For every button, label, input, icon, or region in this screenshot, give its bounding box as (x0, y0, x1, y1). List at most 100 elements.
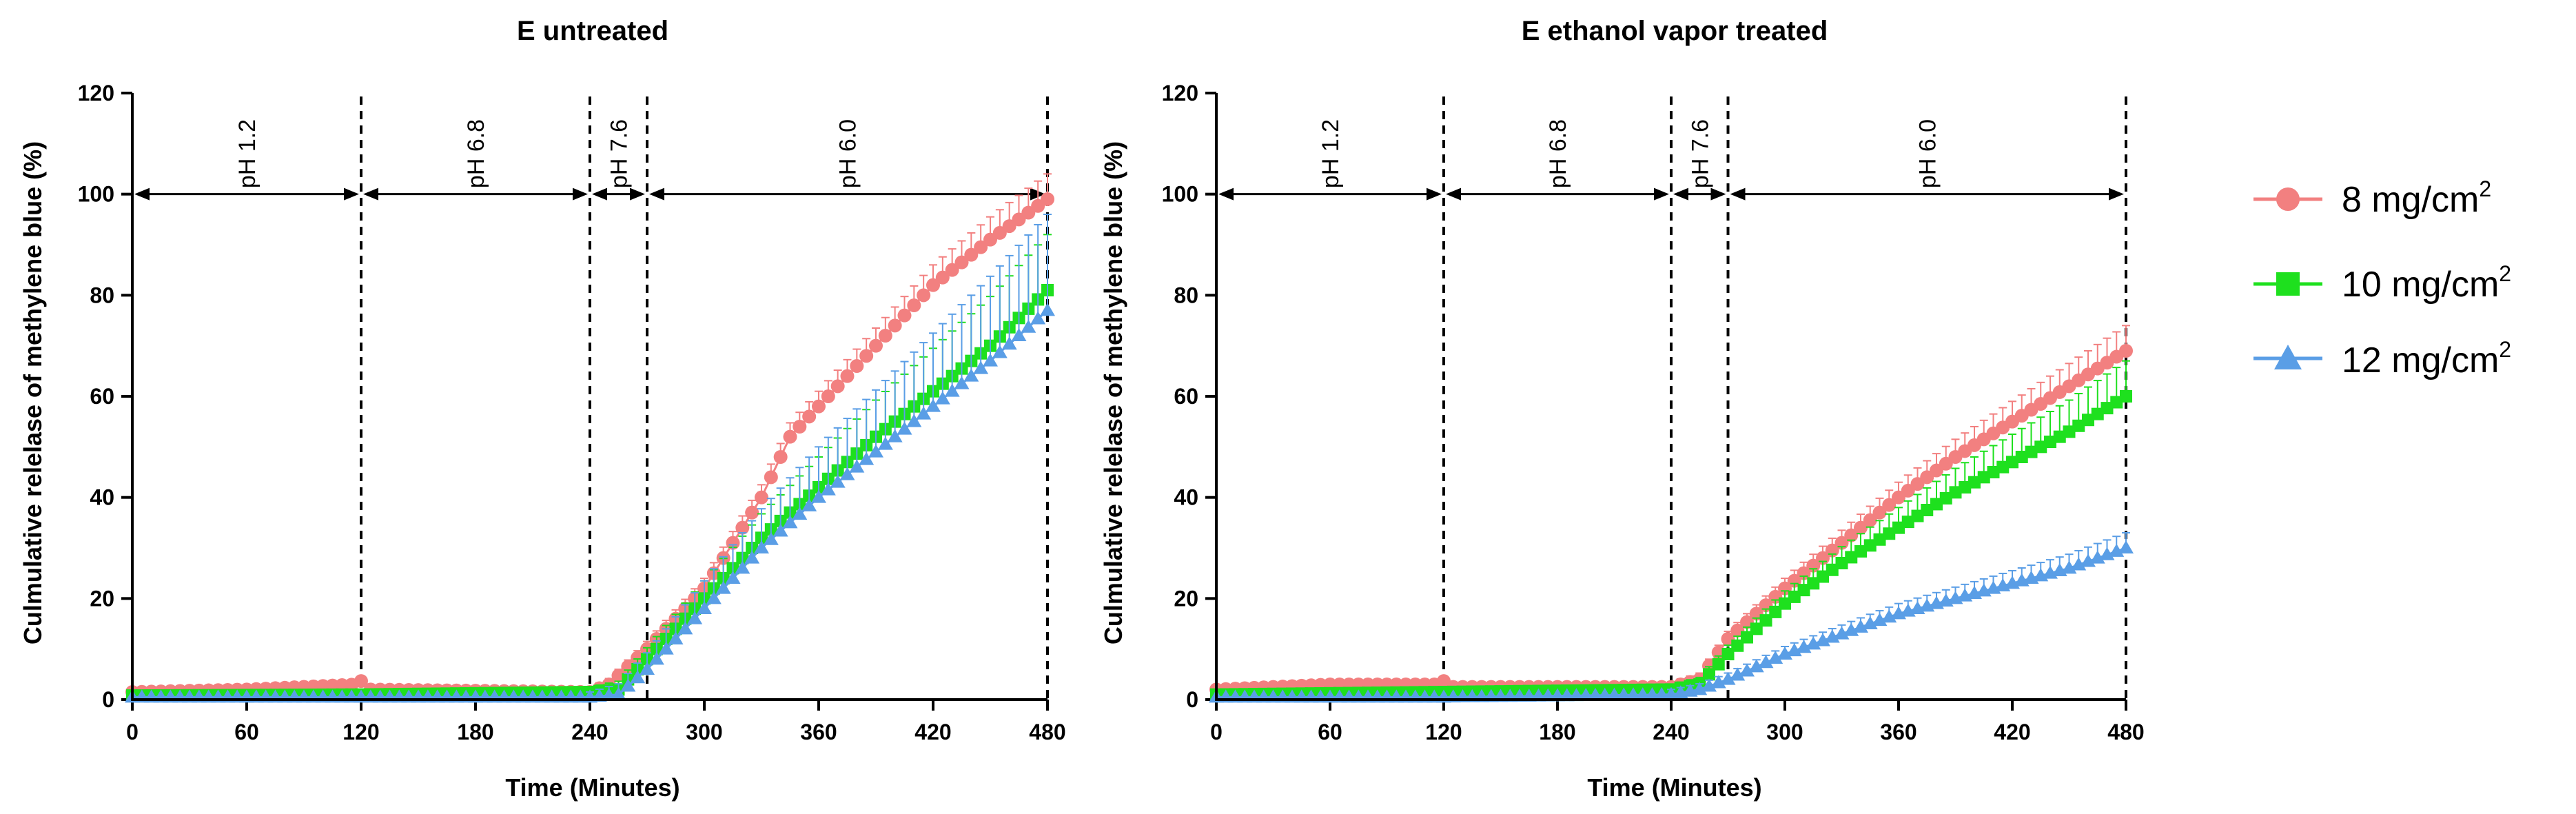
x-tick-label: 180 (457, 720, 493, 744)
data-point (1731, 639, 1744, 652)
legend-item-10: 10 mg/cm2 (2253, 261, 2511, 305)
phase-arrow (1446, 187, 1669, 201)
x-tick-label: 300 (1766, 720, 1803, 744)
phase-arrow (134, 187, 359, 201)
data-point (1892, 521, 1905, 534)
data-point (2118, 540, 2134, 553)
data-point (2119, 344, 2133, 358)
data-point (869, 338, 883, 353)
y-tick-label: 80 (1174, 283, 1198, 307)
y-tick-label: 20 (1174, 586, 1198, 611)
y-tick-label: 60 (1174, 384, 1198, 409)
data-point (888, 318, 902, 333)
data-point (1692, 682, 1708, 695)
data-point (611, 686, 626, 700)
data-point (850, 359, 864, 373)
data-point (992, 225, 1007, 240)
data-point (658, 641, 674, 655)
series-layer (1209, 325, 2134, 703)
data-point (706, 591, 722, 604)
data-point (2100, 402, 2114, 415)
data-point (630, 670, 646, 684)
data-point (1041, 192, 1054, 206)
data-point (792, 507, 808, 520)
data-point (354, 674, 368, 689)
data-point (935, 270, 950, 285)
x-tick-label: 120 (343, 720, 379, 744)
data-point (954, 255, 969, 269)
data-point (983, 353, 998, 367)
data-point (1949, 486, 1962, 499)
data-point (1815, 633, 1830, 647)
data-point (812, 399, 826, 414)
phase-arrow (1218, 187, 1442, 201)
phase-arrow-head-left (649, 187, 664, 201)
data-point (1854, 545, 1867, 558)
legend-label-sup: 2 (2479, 176, 2491, 201)
data-point (668, 631, 684, 644)
y-tick-label: 20 (90, 586, 114, 611)
data-point (859, 451, 875, 465)
data-point (1853, 619, 1868, 633)
legend-square-marker (2276, 272, 2300, 296)
data-point (763, 531, 779, 545)
data-point (2082, 414, 2094, 427)
x-tick-label: 240 (1653, 720, 1689, 744)
phase-arrow (1730, 187, 2124, 201)
data-point (916, 406, 932, 420)
data-point (1824, 629, 1840, 643)
data-point (1873, 533, 1886, 546)
x-tick-label: 300 (686, 720, 722, 744)
data-point (830, 379, 845, 394)
phase-label-ph76: pH 7.6 (1687, 119, 1713, 188)
x-tick-label: 0 (1210, 720, 1223, 744)
data-point (2120, 390, 2132, 403)
y-tick-label: 120 (78, 81, 114, 105)
data-point (764, 470, 778, 485)
data-point (1996, 460, 2010, 474)
phase-arrow-head-right (1654, 187, 1669, 201)
data-point (1796, 640, 1812, 653)
x-tick-label: 420 (914, 720, 951, 744)
data-point (821, 389, 835, 403)
series-layer (125, 173, 1055, 703)
data-point (926, 398, 941, 412)
x-tick-label: 120 (1425, 720, 1462, 744)
data-point (1883, 527, 1896, 540)
data-point (907, 298, 921, 312)
data-point (1768, 651, 1783, 664)
data-point (954, 376, 970, 389)
data-point (1788, 590, 1801, 603)
data-point (934, 391, 950, 405)
data-point (620, 678, 636, 692)
data-point (1769, 605, 1782, 618)
data-point (926, 278, 940, 292)
data-point (2061, 560, 2077, 574)
y-tick-label: 40 (90, 485, 114, 510)
x-tick-label: 0 (126, 720, 139, 744)
legend-item-12: 12 mg/cm2 (2253, 337, 2511, 380)
data-point (2110, 396, 2123, 409)
data-point (1741, 631, 1753, 644)
phase-arrow-head-left (1446, 187, 1461, 201)
data-point (1703, 668, 1715, 681)
data-point (726, 536, 740, 550)
data-point (1030, 311, 1046, 325)
legend-label-base: 8 mg/cm (2342, 180, 2479, 220)
phase-label-ph76: pH 7.6 (606, 119, 633, 188)
data-point (992, 345, 1008, 358)
legend: 8 mg/cm2 10 mg/cm2 12 mg/cm2 (2253, 176, 2511, 380)
data-point (1987, 466, 2000, 478)
y-axis-label: Culmulative relelase of methylene blue (… (1099, 141, 1127, 644)
y-axis-label: Culmulative relelase of methylene blue (… (19, 141, 47, 644)
data-point (697, 601, 712, 614)
data-point (1921, 504, 1934, 516)
phase-arrow-head-right (2109, 187, 2124, 201)
phase-label-ph60: pH 6.0 (835, 119, 861, 188)
data-point (963, 368, 979, 382)
data-point (744, 550, 760, 564)
phase-arrow-head-right (1427, 187, 1442, 201)
data-point (983, 232, 997, 247)
x-axis-label: Time (Minutes) (1587, 773, 1761, 802)
phase-arrow-head-left (1673, 187, 1688, 201)
